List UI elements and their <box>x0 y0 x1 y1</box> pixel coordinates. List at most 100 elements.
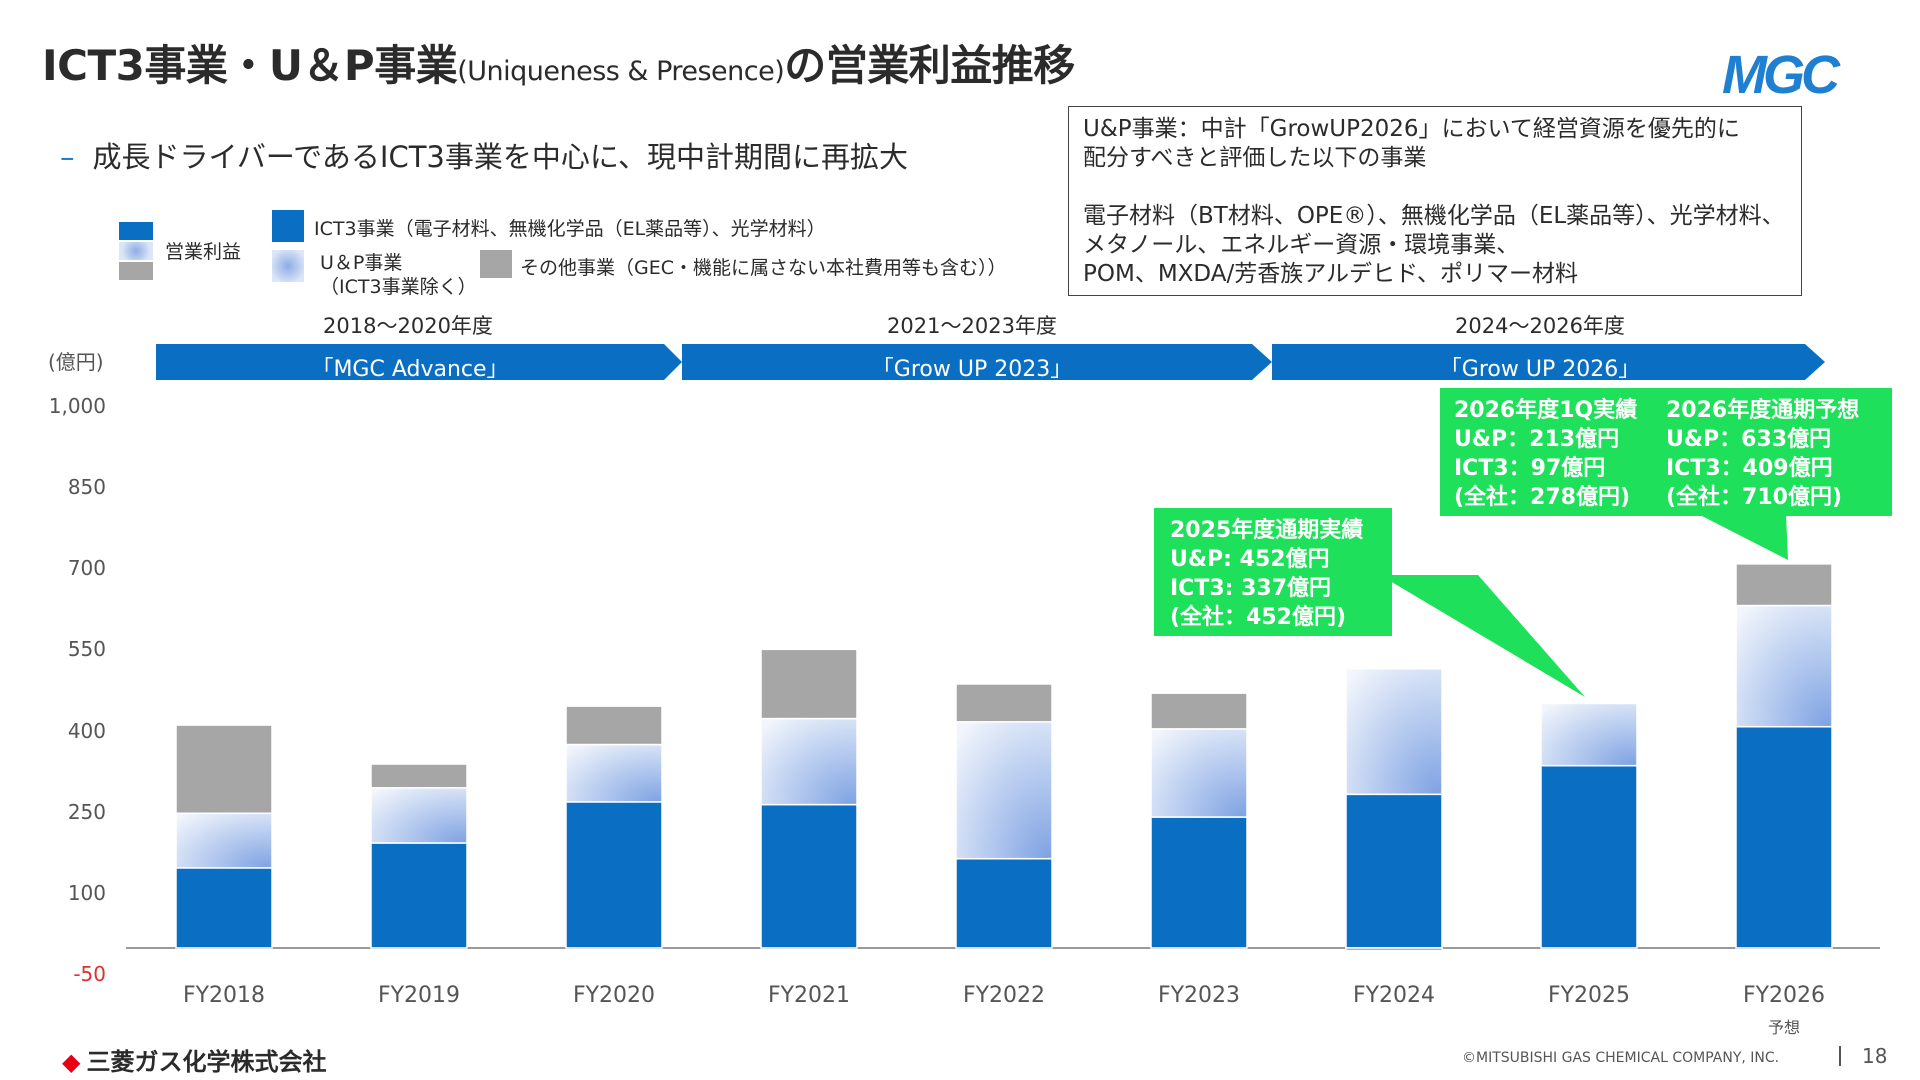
footer-company-name: 三菱ガス化学株式会社 <box>86 1048 327 1076</box>
y-tick-label: 700 <box>67 556 106 581</box>
info-line-1: U&P事業：中計「GrowUP2026」において経営資源を優先的に <box>1083 116 1740 142</box>
copyright: ©MITSUBISHI GAS CHEMICAL COMPANY, INC. <box>1462 1050 1780 1066</box>
bullet-dash-icon: – <box>60 140 75 174</box>
period-plan-1: 「MGC Advance」 <box>311 357 509 382</box>
bar-other-fy2019 <box>370 763 468 789</box>
y-tick-label: 1,000 <box>48 394 106 418</box>
info-line-2: 配分すべきと評価した以下の事業 <box>1083 145 1427 171</box>
callout-fy2025-l2: U&P: 452億円 <box>1170 547 1330 572</box>
bar-other-fy2021 <box>760 648 858 720</box>
y-tick-label: -50 <box>73 962 106 986</box>
callout-fy2026-1q: 2026年度1Q実績 U&P：213億円 ICT3：97億円 (全社：278億円… <box>1454 396 1637 512</box>
info-line-3: 電子材料（BT材料、OPE®）、無機化学品（EL薬品等）、光学材料、 <box>1083 203 1785 229</box>
legend-ict3-label: ICT3事業（電子材料、無機化学品（EL薬品等）、光学材料） <box>314 218 826 240</box>
legend-up-label-1: U＆P事業 <box>320 252 403 274</box>
page-separator <box>1839 1046 1841 1066</box>
period-arrow-1 <box>156 344 682 380</box>
y-tick-label: 550 <box>67 637 106 662</box>
x-tick-label: FY2021 <box>767 983 851 1008</box>
y-tick-label: 250 <box>67 799 106 824</box>
callout-1q-l4: (全社：278億円) <box>1454 485 1631 510</box>
info-line-4: メタノール、エネルギー資源・環境事業、 <box>1083 232 1520 258</box>
callout-fc-l3: ICT3：409億円 <box>1666 456 1833 481</box>
bar-other-fy2026 <box>1735 563 1833 607</box>
period-years-1: 2018～2020年度 <box>323 314 493 338</box>
bar-ict3-fy2025 <box>1540 764 1638 949</box>
callout-fy2026: 2026年度1Q実績 U&P：213億円 ICT3：97億円 (全社：278億円… <box>1440 388 1892 516</box>
period-arrow-2 <box>682 344 1272 380</box>
bar-other-fy2022 <box>955 683 1053 723</box>
callout-fy2025-l1: 2025年度通期実績 <box>1170 518 1364 543</box>
x-tick-label: FY2023 <box>1157 983 1241 1008</box>
x-tick-label: FY2024 <box>1352 983 1436 1008</box>
bar-up-fy2019 <box>370 787 468 844</box>
callout-1q-l2: U&P：213億円 <box>1454 427 1620 452</box>
x-tick-label: FY2022 <box>962 983 1046 1008</box>
bar-ict3-fy2026 <box>1735 725 1833 949</box>
callout-1q-l1: 2026年度1Q実績 <box>1454 398 1638 423</box>
bar-up-fy2025 <box>1540 702 1638 767</box>
callout-pointer-fy2025 <box>1380 575 1585 697</box>
bar-ict3-fy2020 <box>565 801 663 949</box>
bar-other-fy2020 <box>565 705 663 746</box>
legend-operating-profit: 営業利益 <box>165 241 242 263</box>
info-box: U&P事業：中計「GrowUP2026」において経営資源を優先的に 配分すべきと… <box>1068 106 1802 296</box>
bar-up-fy2020 <box>565 743 663 803</box>
period-arrow-3 <box>1272 344 1825 380</box>
callout-fy2026-forecast: 2026年度通期予想 U&P：633億円 ICT3：409億円 (全社：710億… <box>1666 396 1859 512</box>
footer-company: ◆ 三菱ガス化学株式会社 <box>62 1042 326 1077</box>
legend-swatch-other-small <box>119 262 153 280</box>
x-tick-label: FY2019 <box>377 983 461 1008</box>
x-tick-label: FY2025 <box>1547 983 1631 1008</box>
page-title: ICT3事業・U＆P事業(Uniqueness & Presence)の営業利益… <box>42 32 1075 93</box>
x-tick-label: FY2020 <box>572 983 656 1008</box>
title-main-b: の営業利益推移 <box>784 41 1075 90</box>
title-main-small: (Uniqueness & Presence) <box>457 56 785 87</box>
callout-fc-l1: 2026年度通期予想 <box>1666 398 1860 423</box>
bar-up-fy2023 <box>1150 728 1248 818</box>
y-tick-label: 400 <box>67 718 106 743</box>
period-years-3: 2024～2026年度 <box>1455 314 1625 338</box>
legend-swatch-up-small <box>119 242 153 260</box>
period-arrows <box>156 344 1825 380</box>
bar-up-fy2024 <box>1345 668 1443 796</box>
title-main-a: ICT3事業・U＆P事業 <box>42 41 458 90</box>
y-tick-label: 100 <box>67 880 106 905</box>
bullet-point: – 成長ドライバーであるICT3事業を中心に、現中計期間に再拡大 <box>60 134 908 176</box>
legend-up-label-2: （ICT3事業除く） <box>320 276 477 298</box>
callout-fy2025-l3: ICT3: 337億円 <box>1170 576 1332 601</box>
y-unit-label: (億円) <box>48 350 104 374</box>
legend-swatch-other <box>480 250 512 278</box>
legend-other-label: その他事業（GEC・機能に属さない本社費用等も含む）） <box>520 257 1007 279</box>
legend-swatch-ict3 <box>272 210 304 242</box>
x-tick-note: 予想 <box>1767 1018 1800 1037</box>
x-tick-label: FY2018 <box>182 983 266 1008</box>
period-plan-2: 「Grow UP 2023」 <box>871 357 1073 382</box>
bar-up-fy2026 <box>1735 604 1833 728</box>
bar-other-fy2024 <box>1345 947 1443 952</box>
legend-swatch-ict3-small <box>119 222 153 240</box>
mitsubishi-logo-icon: ◆ <box>62 1048 81 1076</box>
callout-fy2025: 2025年度通期実績 U&P: 452億円 ICT3: 337億円 (全社：45… <box>1154 508 1392 636</box>
x-tick-label: FY2026 <box>1742 983 1826 1008</box>
callout-pointer-fy2026 <box>1700 515 1788 560</box>
period-plan-3: 「Grow UP 2026」 <box>1439 357 1641 382</box>
page-number: 18 <box>1862 1044 1888 1068</box>
period-years-2: 2021～2023年度 <box>887 314 1057 338</box>
bullet-text: 成長ドライバーであるICT3事業を中心に、現中計期間に再拡大 <box>92 140 909 174</box>
bar-up-fy2022 <box>955 721 1053 860</box>
bar-other-fy2023 <box>1150 692 1248 730</box>
bar-up-fy2021 <box>760 717 858 806</box>
bar-ict3-fy2018 <box>175 867 273 949</box>
callout-fc-l2: U&P：633億円 <box>1666 427 1832 452</box>
callout-fc-l4: (全社：710億円) <box>1666 485 1843 510</box>
legend-swatch-up <box>272 250 304 282</box>
bar-other-fy2018 <box>175 724 273 815</box>
bar-ict3-fy2024 <box>1345 793 1443 949</box>
callout-fy2025-l4: (全社：452億円) <box>1170 605 1347 630</box>
info-line-5: POM、MXDA/芳香族アルデヒド、ポリマー材料 <box>1083 261 1579 287</box>
callout-1q-l3: ICT3：97億円 <box>1454 456 1606 481</box>
y-tick-label: 850 <box>67 475 106 500</box>
